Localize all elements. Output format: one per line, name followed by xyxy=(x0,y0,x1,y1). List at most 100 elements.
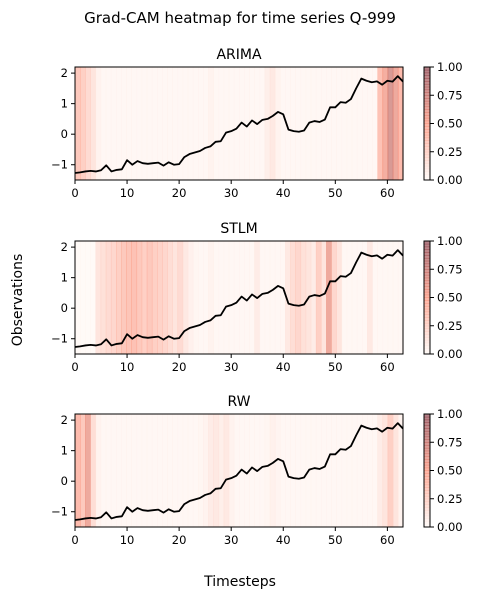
colorbar-tick-label: 0.50 xyxy=(437,117,463,131)
colorbar-cell xyxy=(424,490,430,494)
colorbar-cell xyxy=(424,414,430,418)
heat-cell xyxy=(228,241,235,354)
heat-cell xyxy=(131,241,138,354)
x-tick-label: 10 xyxy=(120,360,135,374)
colorbar-cell xyxy=(424,140,430,144)
x-tick-label: 50 xyxy=(328,186,343,200)
heat-cell xyxy=(105,67,112,180)
colorbar-cell xyxy=(424,148,430,153)
colorbar-cell xyxy=(424,416,430,421)
heat-cell xyxy=(157,67,163,180)
heat-cell xyxy=(244,67,250,180)
colorbar-tick-label: 0.50 xyxy=(437,291,463,305)
heat-cell xyxy=(208,67,214,180)
series-line xyxy=(74,249,404,348)
x-tick-label: 60 xyxy=(380,360,395,374)
axes-frame xyxy=(74,240,404,355)
colorbar-cell xyxy=(424,334,430,338)
colorbar-cell xyxy=(424,283,430,287)
colorbar-cell xyxy=(424,501,430,505)
heat-cell xyxy=(213,67,220,180)
heat-cell xyxy=(300,67,307,180)
colorbar-cell xyxy=(424,103,430,108)
heat-cell xyxy=(177,241,184,354)
colorbar-cell xyxy=(424,476,430,480)
x-tick-label: 50 xyxy=(328,360,343,374)
colorbar-cell xyxy=(424,143,430,147)
heat-cell xyxy=(392,241,399,354)
colorbar-cell xyxy=(424,328,430,332)
heat-cell xyxy=(223,67,230,180)
colorbar-cell xyxy=(424,294,430,298)
colorbar-cell xyxy=(424,498,430,503)
heat-cell xyxy=(244,414,250,527)
heat-cell xyxy=(397,241,404,354)
colorbar-cell xyxy=(424,263,430,267)
colorbar-cell xyxy=(424,249,430,253)
colorbar-tick-label: 0.25 xyxy=(437,492,463,506)
heat-cell xyxy=(136,241,143,354)
heat-cell xyxy=(321,241,327,354)
heat-cell xyxy=(269,67,276,180)
heat-cell xyxy=(372,67,378,180)
heat-cell xyxy=(198,241,204,354)
heat-cell xyxy=(341,67,348,180)
colorbar-cell xyxy=(424,89,430,93)
colorbar-cell xyxy=(424,137,430,141)
colorbar-cell xyxy=(424,453,430,457)
colorbar-cell xyxy=(424,171,430,175)
colorbar-tick-label: 0.75 xyxy=(437,88,463,102)
colorbar-cell xyxy=(424,504,430,508)
heat-cell xyxy=(157,241,163,354)
colorbar-cell xyxy=(424,337,430,341)
heat-cell xyxy=(274,241,281,354)
heat-cell xyxy=(116,414,122,527)
heat-cell xyxy=(177,67,184,180)
heat-cell xyxy=(362,414,368,527)
colorbar-cell xyxy=(424,117,430,122)
colorbar-tick-label: 0.50 xyxy=(437,464,463,478)
heat-cell xyxy=(157,414,163,527)
colorbar-cell xyxy=(424,473,430,477)
heat-cell xyxy=(285,241,291,354)
heat-cell xyxy=(377,414,384,527)
heat-cell xyxy=(95,67,102,180)
heat-cell xyxy=(259,67,266,180)
heat-cell xyxy=(110,67,117,180)
heat-cell xyxy=(326,67,332,180)
colorbar-cell xyxy=(424,266,430,270)
heat-cell xyxy=(356,414,363,527)
colorbar-cell xyxy=(424,351,430,355)
colorbar-cell xyxy=(424,291,430,296)
heat-cell xyxy=(198,67,204,180)
heat-cell xyxy=(372,241,378,354)
heat-cell xyxy=(146,414,153,527)
y-tick-label: 0 xyxy=(61,301,68,315)
colorbar-cell xyxy=(424,81,430,85)
x-tick-label: 10 xyxy=(120,533,135,547)
heat-cell xyxy=(336,67,343,180)
colorbar-tick-label: 0.75 xyxy=(437,435,463,449)
heat-cell xyxy=(244,241,250,354)
colorbar-cell xyxy=(424,92,430,96)
heat-cell xyxy=(121,67,127,180)
colorbar-cell xyxy=(424,524,430,528)
colorbar-cell xyxy=(424,464,430,469)
heat-cell xyxy=(367,414,373,527)
heat-cell xyxy=(397,67,404,180)
heat-cell xyxy=(218,414,225,527)
colorbar-cell xyxy=(424,112,430,116)
colorbar-cell xyxy=(424,75,430,79)
colorbar-cell xyxy=(424,459,430,463)
heat-cell xyxy=(387,241,394,354)
x-tick-label: 20 xyxy=(172,533,187,547)
colorbar-cell xyxy=(424,255,430,259)
heat-cell xyxy=(367,67,373,180)
heat-cell xyxy=(310,241,317,354)
x-tick-label: 0 xyxy=(71,360,78,374)
y-tick-label: 0 xyxy=(61,474,68,488)
y-tick-label: 1 xyxy=(61,97,68,111)
